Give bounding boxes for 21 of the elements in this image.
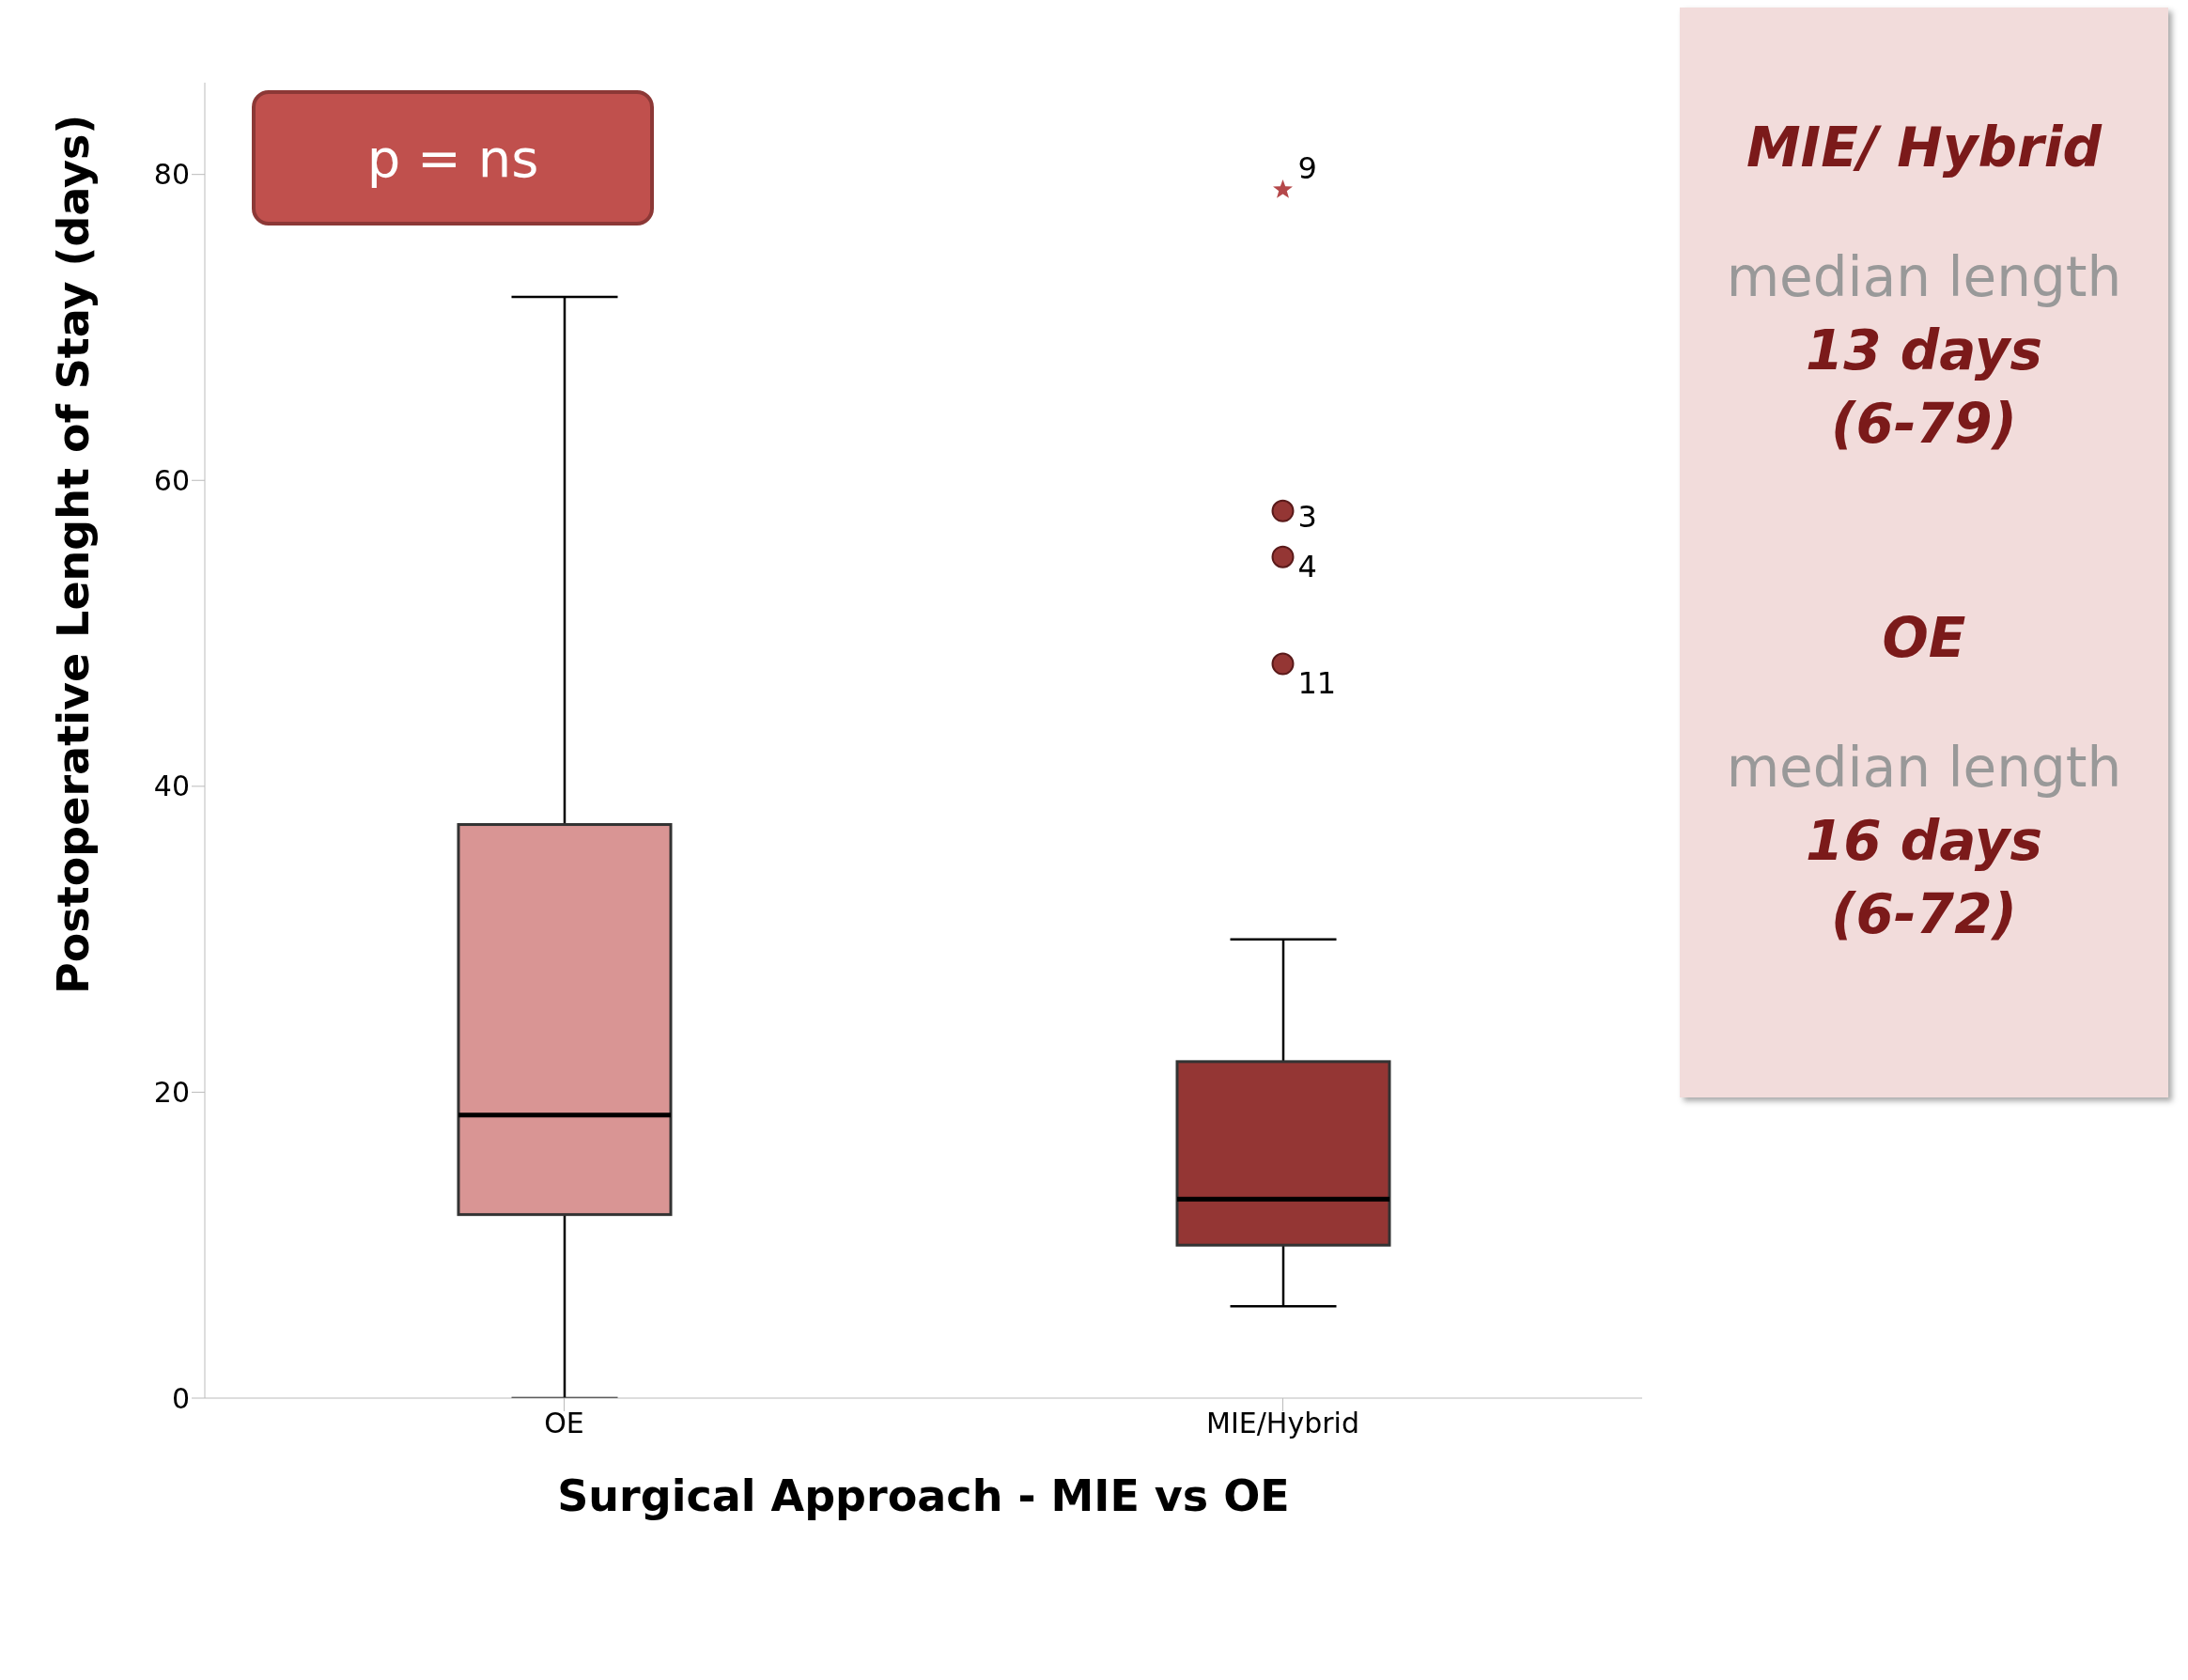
text: MIE/ Hybrid (1746, 115, 2103, 181)
x-axis-title: Surgical Approach - MIE vs OE (557, 1470, 1290, 1521)
text: median length (1726, 244, 2122, 311)
y-tick-label: 40 (153, 770, 190, 803)
annotation: 11 (1297, 664, 1337, 701)
text: 16 days (1805, 808, 2043, 875)
y-tick-label: 0 (171, 1381, 190, 1415)
label-box: p = ns (252, 90, 654, 226)
text: (6-79) (1830, 391, 2018, 458)
text: OE (1882, 605, 1966, 672)
y-axis-title: Postoperative Lenght of Stay (days) (48, 114, 100, 994)
annotation: 3 (1297, 498, 1317, 535)
y-tick-label: 60 (153, 463, 190, 497)
y-tick-label: 80 (153, 158, 190, 192)
annotation: 9 (1297, 149, 1317, 186)
text: median length (1726, 735, 2122, 801)
y-tick-label: 20 (153, 1076, 190, 1110)
annotation: 4 (1297, 548, 1317, 584)
text: (6-72) (1830, 881, 2018, 948)
x-tick-label: MIE/Hybrid (1206, 1407, 1359, 1440)
text: 13 days (1805, 318, 2043, 384)
